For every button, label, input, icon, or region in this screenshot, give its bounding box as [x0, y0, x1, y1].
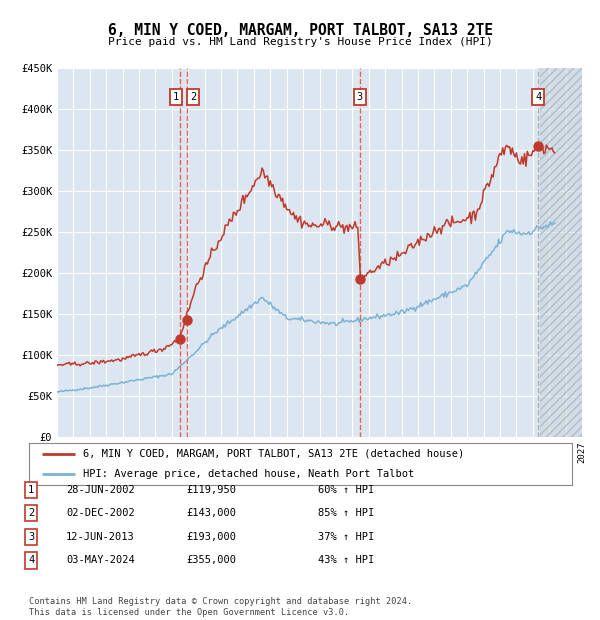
Text: 85% ↑ HPI: 85% ↑ HPI [318, 508, 374, 518]
Bar [540, 68, 582, 437]
Text: 6, MIN Y COED, MARGAM, PORT TALBOT, SA13 2TE: 6, MIN Y COED, MARGAM, PORT TALBOT, SA13… [107, 23, 493, 38]
Text: 43% ↑ HPI: 43% ↑ HPI [318, 556, 374, 565]
Text: 12-JUN-2013: 12-JUN-2013 [66, 532, 135, 542]
Text: 02-DEC-2002: 02-DEC-2002 [66, 508, 135, 518]
Text: 3: 3 [28, 532, 34, 542]
Text: 1: 1 [173, 92, 179, 102]
Text: £119,950: £119,950 [186, 485, 236, 495]
Text: 2: 2 [28, 508, 34, 518]
Text: 3: 3 [356, 92, 363, 102]
Text: £143,000: £143,000 [186, 508, 236, 518]
Text: 28-JUN-2002: 28-JUN-2002 [66, 485, 135, 495]
Text: 37% ↑ HPI: 37% ↑ HPI [318, 532, 374, 542]
Text: 1: 1 [28, 485, 34, 495]
Text: £193,000: £193,000 [186, 532, 236, 542]
Text: 4: 4 [535, 92, 541, 102]
Text: Contains HM Land Registry data © Crown copyright and database right 2024.
This d: Contains HM Land Registry data © Crown c… [29, 598, 412, 617]
Text: £355,000: £355,000 [186, 556, 236, 565]
Text: 4: 4 [28, 556, 34, 565]
Text: 2: 2 [190, 92, 196, 102]
Text: HPI: Average price, detached house, Neath Port Talbot: HPI: Average price, detached house, Neat… [83, 469, 415, 479]
Text: 6, MIN Y COED, MARGAM, PORT TALBOT, SA13 2TE (detached house): 6, MIN Y COED, MARGAM, PORT TALBOT, SA13… [83, 449, 464, 459]
Text: 60% ↑ HPI: 60% ↑ HPI [318, 485, 374, 495]
Text: Price paid vs. HM Land Registry's House Price Index (HPI): Price paid vs. HM Land Registry's House … [107, 37, 493, 47]
Bar [540, 68, 582, 437]
Text: 03-MAY-2024: 03-MAY-2024 [66, 556, 135, 565]
